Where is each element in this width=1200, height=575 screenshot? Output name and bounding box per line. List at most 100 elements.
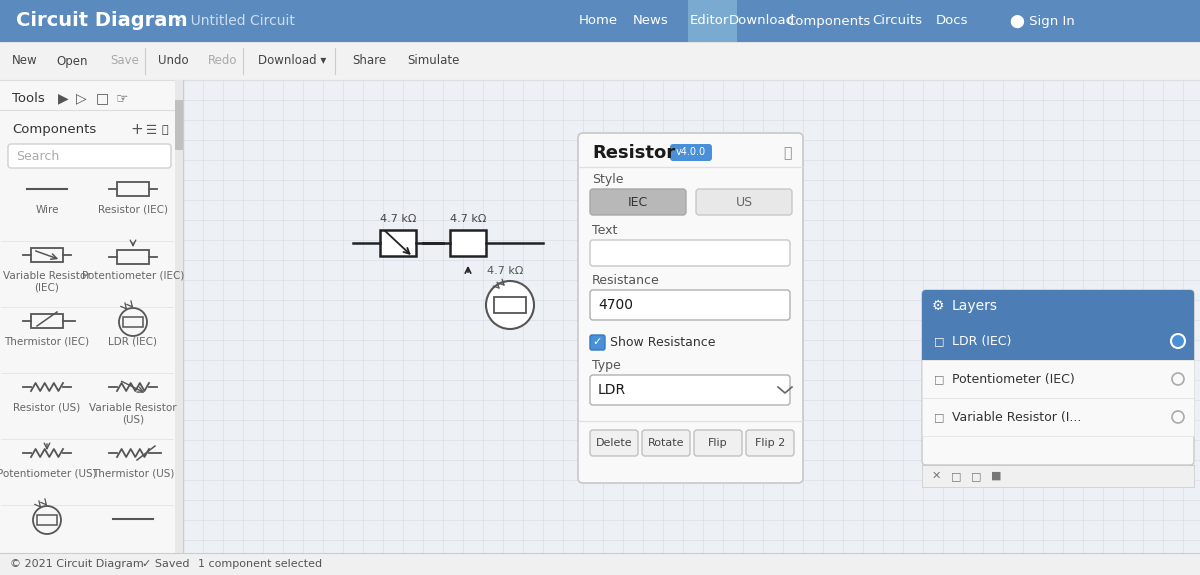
Text: ☰: ☰ [146, 124, 157, 136]
Text: Undo: Undo [158, 55, 188, 67]
Bar [118, 250, 149, 264]
FancyBboxPatch shape [922, 290, 1194, 322]
FancyBboxPatch shape [590, 290, 790, 320]
Text: □: □ [934, 374, 944, 384]
Bar [688, 0, 737, 42]
FancyBboxPatch shape [696, 189, 792, 215]
Text: ▶: ▶ [58, 91, 68, 105]
FancyBboxPatch shape [694, 430, 742, 456]
FancyBboxPatch shape [590, 189, 686, 215]
Text: Delete: Delete [595, 438, 632, 448]
Text: Variable Resistor: Variable Resistor [4, 271, 91, 281]
Text: Home: Home [578, 14, 618, 28]
Text: ✓ Saved: ✓ Saved [142, 559, 190, 569]
Text: □: □ [934, 336, 944, 346]
Text: Thermistor (IEC): Thermistor (IEC) [5, 337, 90, 347]
Text: Components: Components [786, 14, 870, 28]
Circle shape [486, 281, 534, 329]
Text: Wire: Wire [35, 205, 59, 215]
Text: Resistor (US): Resistor (US) [13, 403, 80, 413]
Text: Resistance: Resistance [592, 274, 660, 286]
Bar [175, 80, 182, 553]
Text: ⚙: ⚙ [932, 299, 944, 313]
Text: 4.7 kΩ: 4.7 kΩ [450, 214, 486, 224]
Text: Flip 2: Flip 2 [755, 438, 785, 448]
Text: Simulate: Simulate [407, 55, 460, 67]
Text: Variable Resistor (I...: Variable Resistor (I... [952, 411, 1081, 424]
Circle shape [1171, 334, 1186, 348]
Bar [922, 310, 1194, 322]
Text: Potentiometer (US): Potentiometer (US) [0, 469, 97, 479]
Text: Tools: Tools [12, 91, 44, 105]
Text: Rotate: Rotate [648, 438, 684, 448]
Text: Download ▾: Download ▾ [258, 55, 326, 67]
Text: Components: Components [12, 124, 96, 136]
FancyBboxPatch shape [578, 133, 803, 483]
Text: Potentiometer (IEC): Potentiometer (IEC) [952, 373, 1075, 385]
Text: LDR (IEC): LDR (IEC) [952, 335, 1012, 347]
Text: 4.7 kΩ: 4.7 kΩ [380, 214, 416, 224]
Text: New: New [12, 55, 37, 67]
FancyBboxPatch shape [8, 144, 172, 168]
Text: IEC: IEC [628, 196, 648, 209]
FancyBboxPatch shape [670, 144, 712, 161]
Bar [380, 230, 416, 256]
Text: □: □ [971, 471, 982, 481]
Bar [182, 80, 1200, 553]
Text: Show Resistance: Show Resistance [610, 336, 715, 349]
Text: Resistor: Resistor [592, 144, 676, 162]
Text: ▷: ▷ [76, 91, 86, 105]
Bar [0, 0, 1200, 42]
Text: Save: Save [110, 55, 139, 67]
FancyBboxPatch shape [922, 290, 1194, 465]
Text: Download: Download [728, 14, 796, 28]
Bar [0, 553, 1200, 575]
Bar [450, 230, 486, 256]
Text: □: □ [934, 412, 944, 422]
Text: Style: Style [592, 172, 624, 186]
Bar [175, 100, 182, 150]
Text: Search: Search [16, 150, 59, 163]
Text: □: □ [96, 91, 109, 105]
Bar [31, 314, 64, 328]
Text: ✕: ✕ [931, 471, 941, 481]
Text: Thermistor (US): Thermistor (US) [92, 469, 174, 479]
Text: □: □ [950, 471, 961, 481]
Text: Resistor (IEC): Resistor (IEC) [98, 205, 168, 215]
FancyBboxPatch shape [590, 430, 638, 456]
Bar [0, 80, 182, 575]
Text: Text: Text [592, 224, 617, 237]
Text: Open: Open [56, 55, 88, 67]
Text: Flip: Flip [708, 438, 728, 448]
Text: +: + [130, 122, 143, 137]
Bar [922, 398, 1194, 436]
Bar [37, 515, 58, 525]
Bar [0, 42, 1200, 80]
Text: 4.7 kΩ: 4.7 kΩ [487, 266, 523, 276]
Text: 1 component selected: 1 component selected [198, 559, 322, 569]
Text: Circuit Diagram: Circuit Diagram [16, 12, 187, 30]
Bar [494, 297, 526, 313]
Text: News: News [634, 14, 668, 28]
FancyBboxPatch shape [642, 430, 690, 456]
Bar [922, 322, 1194, 360]
Text: Share: Share [352, 55, 386, 67]
Text: (IEC): (IEC) [35, 282, 60, 292]
Bar [922, 465, 1194, 487]
FancyBboxPatch shape [590, 375, 790, 405]
Text: ■: ■ [991, 471, 1001, 481]
Text: Docs: Docs [936, 14, 968, 28]
Text: (US): (US) [122, 414, 144, 424]
Text: Layers: Layers [952, 299, 998, 313]
Text: Potentiometer (IEC): Potentiometer (IEC) [82, 271, 184, 281]
Text: Variable Resistor: Variable Resistor [89, 403, 176, 413]
FancyBboxPatch shape [590, 335, 605, 350]
Text: Circuits: Circuits [872, 14, 922, 28]
FancyBboxPatch shape [746, 430, 794, 456]
Text: LDR: LDR [598, 383, 626, 397]
Bar [118, 182, 149, 196]
Text: Type: Type [592, 358, 620, 371]
Text: v4.0.0: v4.0.0 [676, 147, 706, 157]
Bar [124, 317, 143, 327]
Bar [31, 248, 64, 262]
